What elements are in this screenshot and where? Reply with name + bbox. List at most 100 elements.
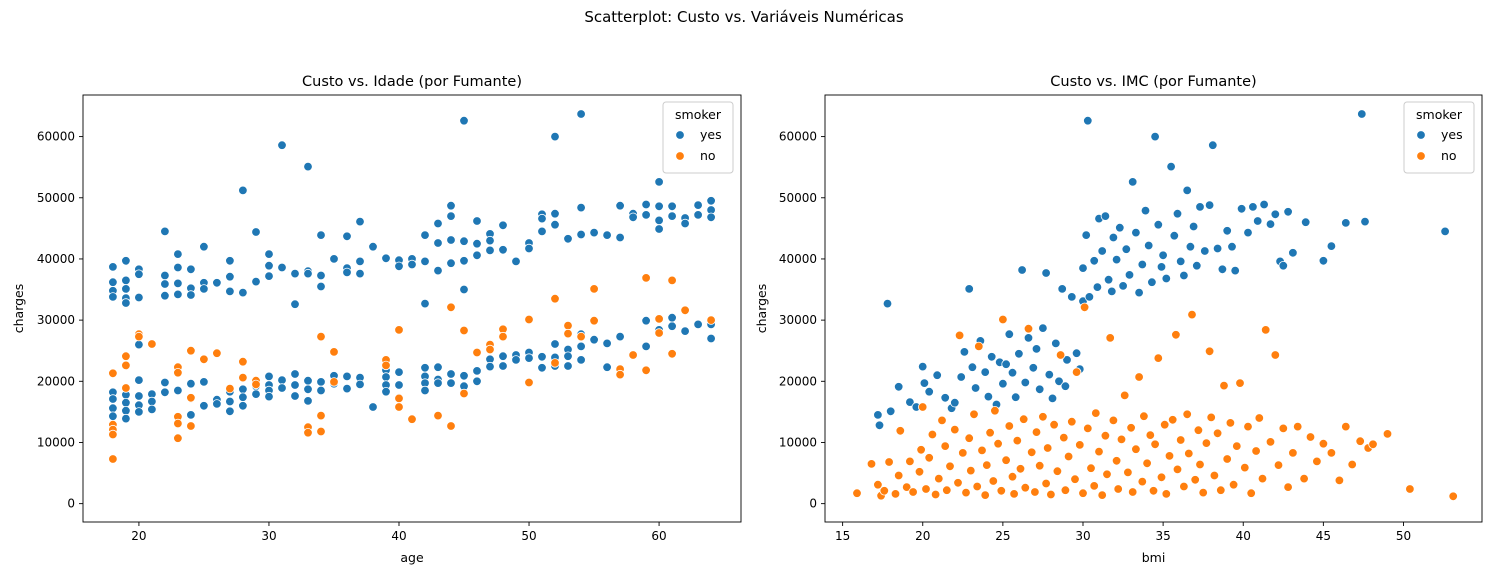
data-point-no <box>434 411 443 420</box>
data-point-yes <box>460 237 469 246</box>
data-point-yes <box>951 398 960 407</box>
data-point-yes <box>200 378 209 387</box>
data-point-no <box>938 416 947 425</box>
y-tick-label: 30000 <box>37 313 75 327</box>
y-tick-label: 50000 <box>37 191 75 205</box>
data-point-no <box>1035 461 1044 470</box>
data-point-no <box>1229 480 1238 489</box>
data-point-no <box>906 457 915 466</box>
data-point-yes <box>187 291 196 300</box>
data-point-yes <box>1035 385 1044 394</box>
data-point-yes <box>135 340 144 349</box>
data-point-yes <box>603 363 612 372</box>
data-point-no <box>1183 410 1192 419</box>
data-point-yes <box>551 340 560 349</box>
data-point-yes <box>925 387 934 396</box>
data-point-no <box>891 490 900 499</box>
data-point-no <box>1293 422 1302 431</box>
data-point-no <box>1132 445 1141 454</box>
data-point-no <box>1068 417 1077 426</box>
data-point-yes <box>369 242 378 251</box>
data-point-yes <box>447 259 456 268</box>
data-point-yes <box>1122 245 1131 254</box>
data-point-no <box>1369 440 1378 449</box>
data-point-no <box>1149 487 1158 496</box>
data-point-no <box>590 316 599 325</box>
y-tick-label: 30000 <box>779 313 817 327</box>
data-point-yes <box>122 414 131 423</box>
data-point-yes <box>681 219 690 228</box>
data-point-yes <box>213 279 222 288</box>
data-point-yes <box>434 363 443 372</box>
data-point-no <box>975 342 984 351</box>
data-point-no <box>1213 429 1222 438</box>
data-point-no <box>1120 391 1129 400</box>
data-point-no <box>122 384 131 393</box>
data-point-no <box>1095 447 1104 456</box>
data-point-yes <box>1101 212 1110 221</box>
data-point-yes <box>1260 200 1269 209</box>
data-point-no <box>1114 485 1123 494</box>
data-point-yes <box>109 412 118 421</box>
data-point-yes <box>1301 218 1310 227</box>
data-point-yes <box>1116 223 1125 232</box>
data-point-yes <box>291 370 300 379</box>
data-point-no <box>317 411 326 420</box>
legend-marker-yes <box>676 131 685 140</box>
data-point-no <box>174 419 183 428</box>
data-point-no <box>1021 483 1030 492</box>
data-point-no <box>885 458 894 467</box>
data-point-yes <box>1008 368 1017 377</box>
data-point-yes <box>551 132 560 141</box>
data-point-no <box>1342 422 1351 431</box>
y-axis-label: charges <box>754 284 769 334</box>
data-point-yes <box>918 362 927 371</box>
data-point-no <box>382 361 391 370</box>
data-point-yes <box>148 405 157 414</box>
data-point-no <box>1024 324 1033 333</box>
data-point-no <box>1162 490 1171 499</box>
data-point-no <box>1335 476 1344 485</box>
data-point-no <box>460 326 469 335</box>
data-point-no <box>109 455 118 464</box>
data-point-yes <box>304 162 313 171</box>
data-point-yes <box>984 392 993 401</box>
data-point-no <box>1010 490 1019 499</box>
data-point-no <box>1247 489 1256 498</box>
data-point-yes <box>317 231 326 240</box>
data-point-no <box>918 403 927 412</box>
x-tick-label: 40 <box>391 529 406 543</box>
data-point-yes <box>421 299 430 308</box>
data-point-yes <box>1159 251 1168 260</box>
data-point-yes <box>1157 263 1166 272</box>
data-point-no <box>1202 439 1211 448</box>
data-point-no <box>187 394 196 403</box>
x-tick-label: 45 <box>1316 529 1331 543</box>
data-point-no <box>1207 413 1216 422</box>
data-point-yes <box>642 200 651 209</box>
data-point-yes <box>252 228 261 237</box>
data-point-yes <box>1079 264 1088 273</box>
data-point-no <box>894 471 903 480</box>
data-point-yes <box>1045 370 1054 379</box>
data-point-yes <box>694 211 703 220</box>
data-point-no <box>1084 424 1093 433</box>
data-point-yes <box>1162 274 1171 283</box>
chart-age: Custo vs. Idade (por Fumante)20 30 40 50 600… <box>11 74 741 565</box>
data-point-yes <box>1361 217 1370 226</box>
data-point-yes <box>343 384 352 393</box>
data-point-yes <box>239 393 248 402</box>
data-point-yes <box>1052 339 1061 348</box>
data-point-no <box>1087 464 1096 473</box>
data-point-yes <box>486 246 495 255</box>
data-point-yes <box>421 257 430 266</box>
data-point-yes <box>1112 255 1121 264</box>
data-point-yes <box>603 339 612 348</box>
data-point-yes <box>1193 261 1202 270</box>
data-point-yes <box>109 293 118 302</box>
data-point-yes <box>1183 186 1192 195</box>
data-point-yes <box>356 217 365 226</box>
data-point-yes <box>551 220 560 229</box>
data-point-yes <box>538 353 547 362</box>
data-point-no <box>1056 351 1065 360</box>
